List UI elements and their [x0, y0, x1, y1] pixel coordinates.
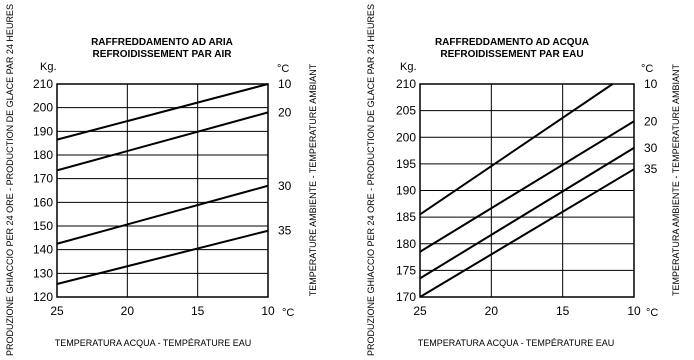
series-line-20 — [419, 120, 635, 253]
x-axis-unit: °C — [646, 307, 658, 319]
series-line-10 — [419, 83, 614, 216]
x-tick-label: 10 — [627, 304, 641, 318]
y-axis-unit: Kg. — [400, 61, 417, 73]
series-label-30: 30 — [278, 179, 292, 193]
series-line-35 — [419, 168, 635, 298]
series-label-10: 10 — [278, 77, 292, 91]
x-tick-label: 20 — [121, 304, 135, 318]
x-axis-title: TEMPERATURA ACQUA - TEMPÉRATURE EAU — [418, 338, 615, 348]
plot-frame — [419, 83, 635, 298]
series-line-30 — [56, 184, 269, 245]
y-axis-title: PRODUZIONE GHIACCIO PER 24 ORE - PRODUCT… — [366, 4, 376, 356]
right-axis-unit: °C — [641, 63, 653, 75]
y-tick-label: 170 — [396, 290, 416, 304]
y-tick-label: 210 — [396, 77, 416, 91]
y-tick-label: 180 — [33, 148, 53, 162]
y-tick-label: 205 — [396, 104, 416, 118]
y-tick-label: 175 — [396, 263, 416, 277]
y-tick-label: 210 — [33, 77, 53, 91]
plot-frame — [56, 83, 269, 298]
x-tick-label: 25 — [413, 304, 427, 318]
x-tick-label: 20 — [485, 304, 499, 318]
plot-area: 120 130 140 150 160 170 180 190 200 210 25 20 15 10 10… — [33, 77, 292, 318]
chart-subtitle: REFROIDISSEMENT PAR EAU — [440, 49, 583, 60]
series-line-35 — [56, 229, 269, 285]
y-tick-label: 150 — [33, 219, 53, 233]
chart-air-cooling: RAFFREDDAMENTO AD ARIA REFROIDISSEMENT P… — [5, 4, 318, 356]
right-axis-title: TEMPERATURE AMBIENTE - TEMPERATURE AMBIA… — [308, 63, 318, 296]
right-axis-unit: °C — [277, 63, 289, 75]
y-axis-title: PRODUZIONE GHIACCIO PER 24 ORE - PRODUCT… — [5, 4, 15, 356]
right-axis-title: TEMPERATURA AMBIENTE - TEMPERATURE AMBIA… — [671, 63, 681, 296]
x-tick-label: 15 — [191, 304, 205, 318]
y-tick-label: 130 — [33, 266, 53, 280]
chart-title: RAFFREDDAMENTO AD ARIA — [91, 37, 233, 48]
x-tick-label: 25 — [50, 304, 64, 318]
series-line-30 — [419, 147, 635, 280]
y-tick-label: 200 — [396, 130, 416, 144]
series-label-35: 35 — [278, 224, 292, 238]
series-line-20 — [56, 111, 269, 172]
chart-subtitle: REFROIDISSEMENT PAR AIR — [93, 49, 233, 60]
y-tick-label: 200 — [33, 101, 53, 115]
x-tick-label: 15 — [556, 304, 570, 318]
y-tick-label: 180 — [396, 237, 416, 251]
chart-water-cooling: RAFFREDDAMENTO AD ACQUA REFROIDISSEMENT … — [366, 4, 681, 356]
y-tick-label: 195 — [396, 157, 416, 171]
y-tick-label: 170 — [33, 172, 53, 186]
series-label-35: 35 — [644, 162, 658, 176]
y-axis-unit: Kg. — [40, 61, 57, 73]
series-label-20: 20 — [644, 114, 658, 128]
x-axis-unit: °C — [282, 307, 294, 319]
series-line-10 — [56, 83, 269, 141]
y-tick-label: 140 — [33, 243, 53, 257]
chart-title: RAFFREDDAMENTO AD ACQUA — [435, 37, 589, 48]
y-tick-label: 120 — [33, 290, 53, 304]
plot-area: 170 175 180 185 190 195 200 205 210 25 20 15 10 10 20 3… — [396, 77, 658, 318]
series-label-30: 30 — [644, 141, 658, 155]
y-tick-label: 190 — [396, 184, 416, 198]
series-label-10: 10 — [644, 77, 658, 91]
x-axis-title: TEMPERATURA ACQUA - TEMPÉRATURE EAU — [55, 338, 252, 348]
series-label-20: 20 — [278, 105, 292, 119]
y-tick-label: 160 — [33, 195, 53, 209]
y-tick-label: 190 — [33, 124, 53, 138]
x-tick-label: 10 — [261, 304, 275, 318]
y-tick-label: 185 — [396, 210, 416, 224]
